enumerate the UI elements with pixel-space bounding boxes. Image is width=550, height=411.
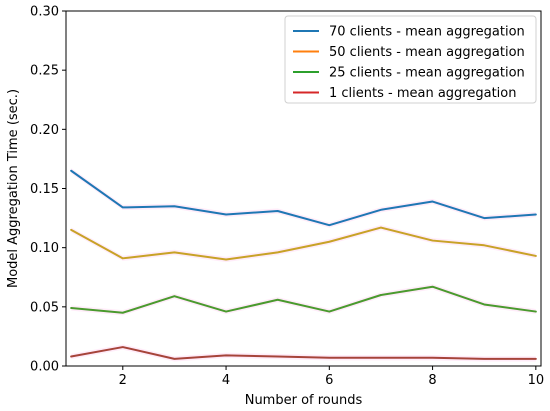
series-band-3 <box>71 284 536 316</box>
y-tick-label: 0.15 <box>30 182 59 197</box>
series-band-2 <box>71 224 536 263</box>
x-tick-label: 4 <box>222 373 230 388</box>
series-band-1 <box>71 168 536 228</box>
x-tick-label: 2 <box>119 373 127 388</box>
x-axis-ticks: 2 4 6 8 10 <box>119 366 544 388</box>
x-tick-label: 8 <box>428 373 436 388</box>
x-tick-label: 6 <box>325 373 333 388</box>
y-axis-label: Model Aggregation Time (sec.) <box>6 89 21 288</box>
series-line-1 <box>70 169 537 227</box>
y-tick-label: 0.10 <box>30 241 59 256</box>
legend-box <box>284 15 537 104</box>
y-axis-ticks: 0.00 0.05 0.10 0.15 0.20 0.25 0.30 <box>30 5 66 375</box>
y-tick-label: 0.20 <box>30 123 59 138</box>
legend: 70 clients - mean aggregation 50 clients … <box>284 15 537 104</box>
legend-label: 50 clients - mean aggregation <box>329 45 525 60</box>
y-tick-label: 0.30 <box>30 5 59 20</box>
series-lines <box>70 169 537 360</box>
legend-label: 1 clients - mean aggregation <box>329 86 516 101</box>
series-line-2 <box>70 226 537 261</box>
confidence-bands <box>71 168 536 362</box>
x-tick-label: 10 <box>528 373 545 388</box>
x-axis-label: Number of rounds <box>245 393 363 408</box>
series-line-3 <box>70 285 537 314</box>
y-tick-label: 0.05 <box>30 300 59 315</box>
series-line-4 <box>70 346 537 360</box>
y-tick-label: 0.25 <box>30 64 59 79</box>
legend-label: 25 clients - mean aggregation <box>329 66 525 81</box>
y-tick-label: 0.00 <box>30 360 59 375</box>
legend-label: 70 clients - mean aggregation <box>329 25 525 40</box>
